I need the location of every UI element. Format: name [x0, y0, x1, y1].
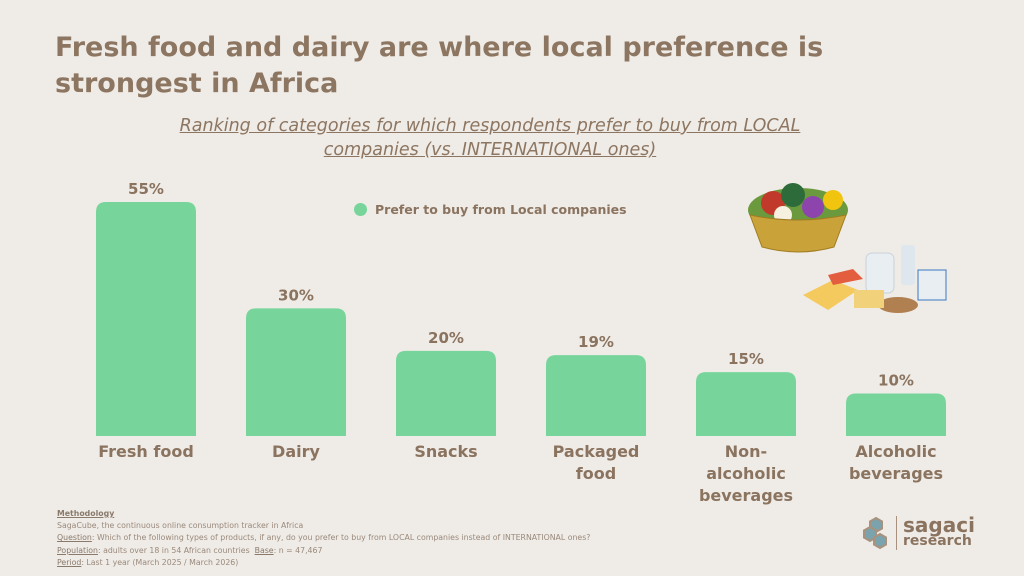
methodology-heading: Methodology	[57, 509, 115, 518]
data-label: 20%	[428, 329, 464, 347]
chart-subtitle: Ranking of categories for which responde…	[179, 116, 801, 160]
logo-line2: research	[903, 533, 972, 549]
category-label: Alcoholic beverages	[848, 442, 944, 483]
question-text: : Which of the following types of produc…	[91, 533, 591, 543]
methodology-source: SagaCube, the continuous online consumpt…	[57, 521, 304, 531]
bar-4	[546, 355, 646, 436]
question-label: Question	[57, 533, 92, 543]
category-label: Fresh food	[98, 442, 194, 461]
category-label: Non-alcoholic beverages	[698, 442, 794, 505]
bar-5	[696, 372, 796, 436]
data-label: 55%	[128, 180, 164, 198]
methodology: Methodology SagaCube, the continuous onl…	[57, 508, 590, 569]
data-label: 15%	[728, 350, 764, 368]
sagaci-logo: sagaci research	[862, 513, 975, 550]
period-label: Period	[57, 557, 82, 567]
logo-line1: sagaci	[903, 513, 975, 537]
legend-swatch	[354, 203, 367, 216]
population-label: Population	[57, 545, 98, 555]
legend-label: Prefer to buy from Local companies	[375, 202, 627, 217]
population-text: : adults over 18 in 54 African countries	[97, 545, 255, 555]
period-text: : Last 1 year (March 2025 / March 2026)	[81, 557, 239, 567]
data-label: 10%	[878, 371, 914, 389]
data-label: 19%	[578, 333, 614, 351]
bar-6	[846, 393, 946, 436]
page-title: Fresh food and dairy are where local pre…	[55, 32, 824, 99]
category-label: Packaged food	[552, 442, 640, 483]
legend: Prefer to buy from Local companies	[354, 202, 627, 217]
bar-1	[96, 202, 196, 436]
base-text: : n = 47,467	[273, 545, 323, 555]
category-label: Snacks	[414, 442, 478, 461]
food-illustration	[748, 183, 947, 313]
bar-2	[246, 308, 346, 436]
data-label: 30%	[278, 286, 314, 304]
base-label: Base	[254, 545, 274, 555]
logo-divider	[896, 516, 897, 550]
hexagon-logo-icon	[863, 516, 887, 550]
bar-3	[396, 350, 496, 436]
category-label: Dairy	[272, 442, 320, 461]
